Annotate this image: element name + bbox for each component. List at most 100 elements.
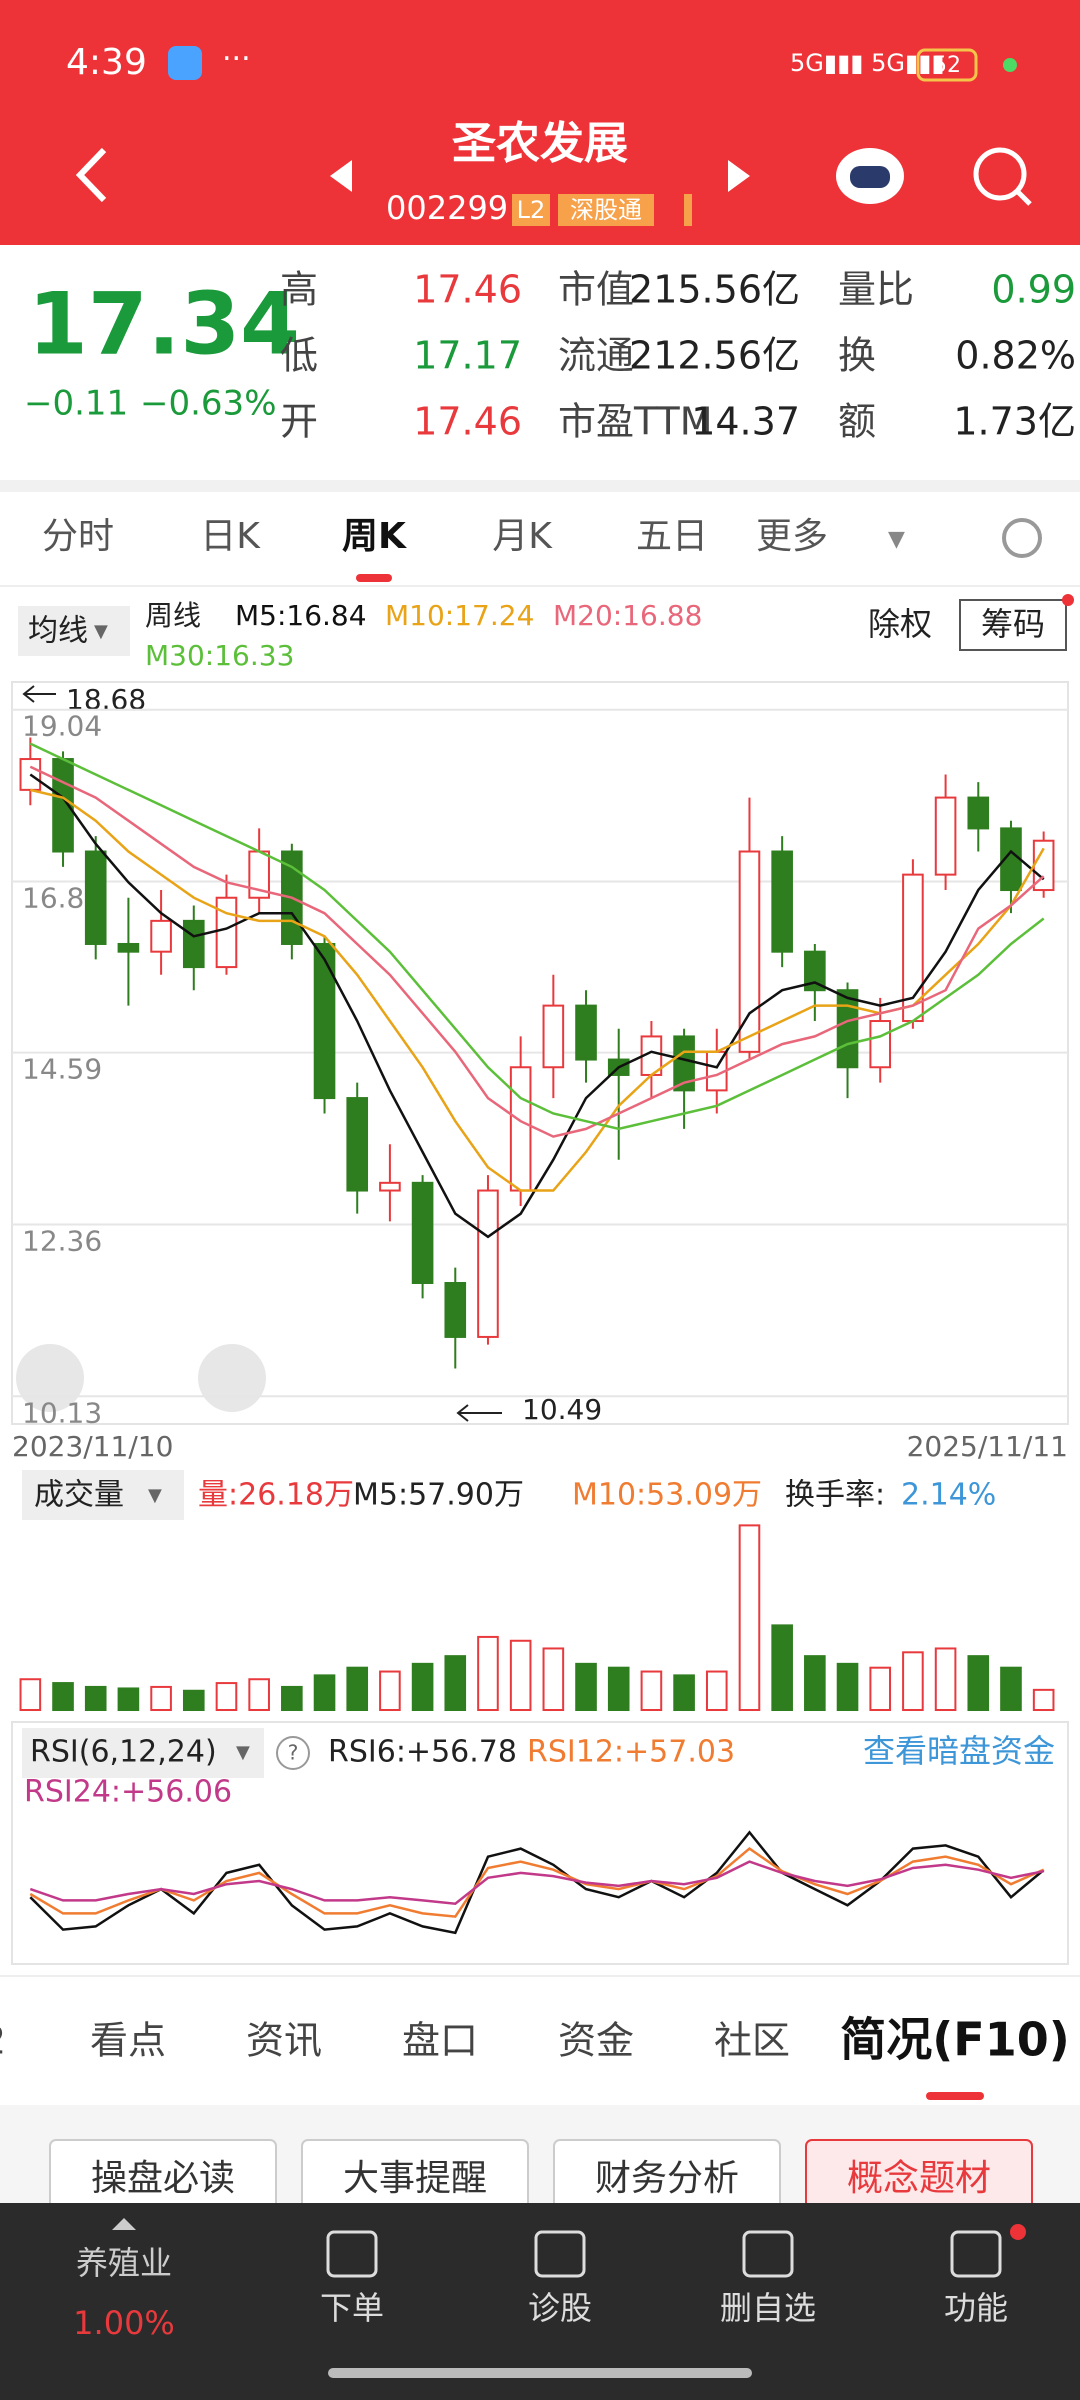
rsi-line — [29, 1860, 1044, 1905]
change-pct: −0.63% — [140, 384, 277, 424]
volume-bar — [705, 1670, 728, 1711]
volume-bar — [934, 1647, 957, 1712]
badge: L2 — [517, 196, 546, 224]
x-label: 2025/11/11 — [907, 1430, 1068, 1463]
nav-item[interactable]: 诊股 — [528, 2289, 592, 2327]
volume-bar — [673, 1674, 695, 1712]
volume-bar — [346, 1666, 369, 1711]
button[interactable]: 除权 — [868, 605, 932, 643]
rsi-button-bg[interactable] — [22, 1728, 264, 1778]
legend: RSI12:+57.03 — [527, 1735, 735, 1770]
info-tab[interactable]: 资金 — [558, 2019, 634, 2063]
stat-value: 215.56亿 — [629, 268, 800, 312]
info-button[interactable]: 操盘必读 — [91, 2158, 235, 2199]
nav-item[interactable]: 功能 — [944, 2289, 1008, 2327]
info-tab[interactable]: 盘口 — [402, 2019, 478, 2063]
info-tab[interactable]: 资讯 — [246, 2019, 322, 2063]
candle-body — [869, 1020, 892, 1069]
battery — [916, 48, 978, 82]
volume-bar — [281, 1685, 303, 1712]
stat-value: 1.73亿 — [953, 400, 1076, 444]
stat-value: 0.99 — [991, 268, 1076, 312]
volume-bar — [117, 1687, 140, 1712]
period-tab[interactable]: 周K — [342, 516, 407, 557]
nav-item[interactable]: 删自选 — [720, 2289, 816, 2327]
period-tab[interactable]: 分时 — [42, 516, 114, 557]
volume-bar — [804, 1655, 826, 1711]
info-button[interactable]: 大事提醒 — [343, 2158, 487, 2199]
candle-body — [542, 1004, 565, 1069]
dot — [1062, 594, 1074, 606]
period-tab[interactable]: 更多 — [756, 516, 828, 557]
volume-bar — [836, 1662, 859, 1712]
more-dots: ··· — [222, 42, 251, 77]
settings[interactable] — [1002, 518, 1042, 558]
next-stock[interactable] — [728, 160, 750, 192]
info-button[interactable]: 概念题材 — [847, 2158, 991, 2199]
legend: RSI24:+56.06 — [24, 1775, 232, 1810]
ma-button-bg[interactable] — [18, 606, 130, 656]
nav-icon — [742, 2230, 794, 2278]
candle-body — [182, 919, 205, 969]
prev-stock[interactable] — [330, 160, 352, 192]
rsi-frame — [11, 1721, 1069, 1965]
annotation-arrow — [456, 1404, 502, 1422]
fullscreen-button[interactable] — [198, 1344, 266, 1412]
volume-bar — [738, 1524, 761, 1712]
info-buttons: 操盘必读 大事提醒 财务分析 概念题材 — [49, 2139, 1033, 2211]
badge: 深股通 — [570, 196, 642, 224]
help[interactable] — [276, 1736, 310, 1770]
back-button[interactable] — [75, 147, 107, 203]
button-frame[interactable] — [959, 599, 1067, 651]
volume-bar — [1032, 1688, 1055, 1712]
divider — [0, 1975, 1080, 1977]
expand-button[interactable] — [16, 1344, 84, 1412]
info-tab[interactable]: 社区 — [714, 2019, 790, 2063]
volume-button-bg[interactable] — [22, 1470, 184, 1520]
volume-bar — [869, 1666, 892, 1711]
volume-bar — [771, 1624, 793, 1712]
period-tab[interactable]: 月K — [492, 516, 553, 557]
link[interactable]: 查看暗盘资金 — [863, 1732, 1055, 1770]
period-tab[interactable]: 五日 — [636, 516, 708, 557]
nav-item[interactable]: 下单 — [320, 2289, 384, 2327]
assistant-face — [850, 166, 890, 188]
legend: M30:16.33 — [145, 639, 294, 672]
candle-body — [575, 1004, 597, 1061]
divider — [0, 480, 1080, 492]
candle-body — [117, 942, 140, 953]
legend: RSI6:+56.78 — [328, 1735, 517, 1770]
price: 17.34 — [28, 274, 300, 374]
legend: M10:17.24 — [385, 599, 534, 632]
candle-body — [346, 1097, 369, 1192]
info-tab[interactable]: 2 — [0, 2019, 6, 2063]
volume-bar — [52, 1682, 74, 1711]
volume-bar — [215, 1682, 238, 1711]
dot — [1010, 2224, 1026, 2240]
rsi-title[interactable]: RSI(6,12,24) — [30, 1735, 217, 1770]
stat-label: 开 — [280, 400, 318, 444]
dropdown: ▼ — [148, 1485, 162, 1506]
period-tab[interactable]: 日K — [200, 516, 261, 557]
ma-button[interactable]: 均线 — [28, 614, 88, 649]
volume-title[interactable]: 成交量 — [34, 1478, 124, 1513]
nav-icon — [326, 2230, 378, 2278]
info-tab[interactable]: 看点 — [90, 2019, 166, 2063]
candle-body — [771, 850, 793, 953]
rsi-line — [29, 1830, 1045, 1935]
badge-bg — [512, 194, 550, 226]
signal: 5G▮▮▮ 5G▮▮▮ — [790, 49, 945, 77]
search[interactable] — [973, 147, 1027, 201]
candle-body — [804, 950, 826, 992]
volume-bar — [607, 1666, 630, 1711]
volume-bar — [379, 1670, 401, 1711]
candle-body — [934, 796, 957, 876]
home-indicator — [328, 2368, 752, 2378]
info-tab[interactable]: 简况(F10) — [840, 2013, 1069, 2067]
info-button[interactable]: 财务分析 — [595, 2158, 739, 2199]
sector[interactable]: 养殖业 — [76, 2244, 172, 2282]
status-time: 4:39 — [66, 42, 147, 83]
volume-bar — [575, 1662, 597, 1712]
button[interactable]: 筹码 — [981, 605, 1045, 643]
